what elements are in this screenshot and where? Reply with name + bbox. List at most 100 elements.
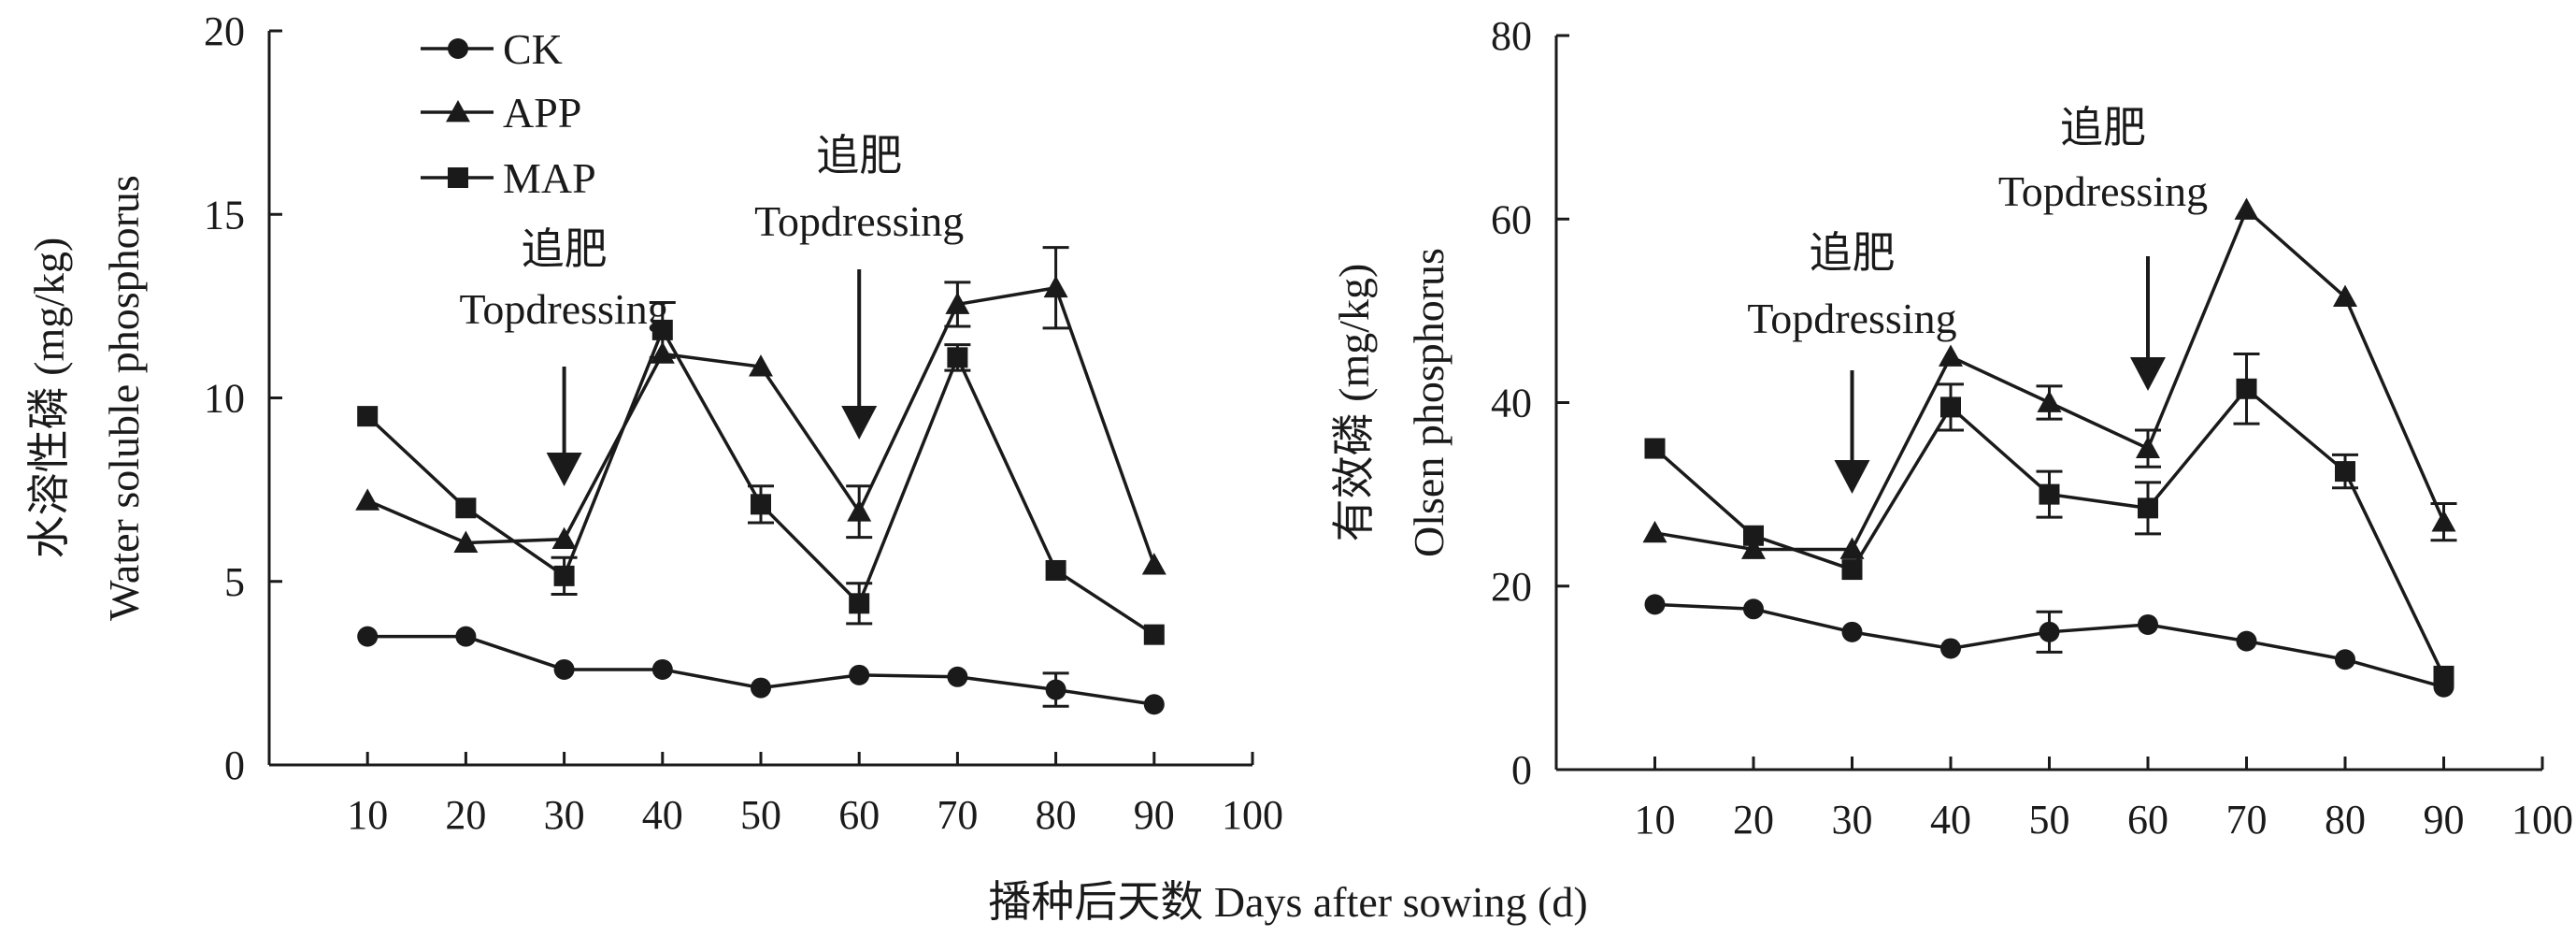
x-tick-label: 40 — [642, 792, 683, 838]
y-tick-label: 0 — [1511, 747, 1532, 793]
topdressing-arrow-head — [1834, 460, 1870, 494]
x-tick-label: 10 — [347, 792, 388, 838]
topdressing-arrow — [1834, 370, 1870, 494]
data-point-ck — [1743, 598, 1764, 620]
y-tick-label: 20 — [204, 8, 245, 54]
series-ck — [357, 626, 1165, 715]
data-point-app — [2234, 197, 2259, 220]
x-tick-label: 80 — [1036, 792, 1077, 838]
legend-label-map: MAP — [503, 154, 596, 202]
data-point-ck — [2138, 613, 2158, 635]
data-point-app — [1839, 537, 1865, 559]
data-point-map — [1743, 525, 1764, 546]
legend-label-ck: CK — [503, 25, 563, 73]
x-tick-label: 20 — [1733, 797, 1774, 843]
y-tick-label: 60 — [1491, 196, 1532, 242]
series-app — [1642, 197, 2457, 559]
x-tick-label: 70 — [2226, 797, 2268, 843]
x-tick-label: 90 — [2424, 797, 2465, 843]
data-point-ck — [1841, 621, 1863, 642]
data-point-app — [1642, 520, 1667, 543]
topdressing-annotation: 追肥 Topdressing — [754, 132, 964, 440]
data-point-ck — [1644, 594, 1666, 615]
data-point-map — [2335, 461, 2355, 483]
data-point-map — [357, 406, 379, 427]
chart-water-soluble-phosphorus: 0 5 10 15 20 10 20 30 40 50 60 70 80 90 100 水溶性磷 (mg/kg… — [25, 8, 1283, 838]
data-point-map — [1644, 438, 1666, 459]
x-tick-label: 100 — [1222, 792, 1283, 838]
data-point-map — [553, 565, 575, 586]
data-point-ck — [2236, 630, 2257, 652]
data-point-map — [651, 319, 673, 340]
x-tick-label: 50 — [2029, 797, 2070, 843]
annotation-label-en: Topdressing — [754, 197, 964, 245]
data-point-map — [849, 593, 870, 614]
x-tick-label: 50 — [740, 792, 781, 838]
y-tick-label: 10 — [204, 376, 245, 422]
data-point-map — [1940, 396, 1961, 418]
x-tick-label: 20 — [445, 792, 486, 838]
series-ck — [1644, 594, 2454, 698]
data-point-app — [453, 530, 479, 553]
x-tick-label: 60 — [2127, 797, 2168, 843]
data-point-ck — [553, 658, 575, 680]
data-point-ck — [1045, 679, 1066, 700]
data-point-app — [551, 526, 577, 550]
data-point-app — [2333, 284, 2357, 308]
topdressing-arrow-head — [546, 453, 582, 486]
series-map — [1644, 352, 2454, 686]
annotation-label-en: Topdressing — [1747, 295, 1956, 342]
y-axis-title-en: Water soluble phosphorus — [100, 175, 148, 621]
data-point-ck — [751, 677, 771, 699]
data-point-ck — [2039, 621, 2060, 642]
legend: CK APP MAP — [421, 25, 596, 202]
y-tick-label: 80 — [1491, 13, 1532, 59]
legend-marker-map — [448, 167, 468, 188]
topdressing-arrow — [2130, 256, 2166, 391]
data-point-ck — [2335, 649, 2355, 670]
data-point-app — [2431, 510, 2456, 532]
x-axis-title: 播种后天数 Days after sowing (d) — [988, 878, 1587, 926]
data-point-ck — [849, 664, 870, 685]
topdressing-annotation: 追肥 Topdressing — [459, 225, 669, 486]
series-app — [355, 246, 1166, 575]
data-point-map — [455, 497, 477, 519]
legend-marker-app — [446, 100, 470, 123]
topdressing-arrow — [841, 269, 878, 440]
data-point-map — [2236, 378, 2257, 399]
annotation-label-cn: 追肥 — [522, 225, 608, 273]
annotation-label-cn: 追肥 — [816, 132, 902, 180]
topdressing-arrow-head — [841, 406, 878, 440]
x-tick-label: 40 — [1930, 797, 1971, 843]
data-point-ck — [357, 626, 379, 647]
y-axis-title-cn: 有效磷 (mg/kg) — [1330, 264, 1378, 542]
data-point-ck — [1940, 638, 1961, 659]
annotation-label-cn: 追肥 — [1810, 229, 1896, 277]
legend-label-app: APP — [503, 89, 581, 137]
y-axis-title-cn: 水溶性磷 (mg/kg) — [25, 238, 73, 559]
y-tick-label: 20 — [1491, 564, 1532, 610]
data-point-app — [1141, 553, 1166, 575]
legend-marker-ck — [448, 38, 468, 59]
data-point-map — [2039, 483, 2060, 505]
topdressing-arrow-head — [2130, 357, 2166, 391]
data-point-app — [1939, 344, 1963, 367]
x-tick-label: 30 — [1832, 797, 1873, 843]
annotation-label-cn: 追肥 — [2060, 104, 2146, 151]
x-tick-label: 90 — [1134, 792, 1175, 838]
data-point-app — [847, 499, 872, 522]
y-tick-label: 40 — [1491, 381, 1532, 426]
annotation-label-en: Topdressing — [459, 285, 668, 333]
data-point-map — [751, 494, 771, 515]
data-point-map — [1841, 559, 1863, 581]
data-point-ck — [1143, 694, 1165, 715]
annotation-label-en: Topdressing — [1998, 167, 2208, 215]
data-point-app — [1043, 275, 1068, 298]
series-map — [357, 300, 1165, 645]
data-point-map — [2433, 665, 2454, 686]
x-tick-label: 10 — [1635, 797, 1676, 843]
data-point-app — [2136, 436, 2160, 458]
data-point-app — [1741, 537, 1766, 559]
topdressing-annotation: 追肥 Topdressing — [1998, 104, 2208, 391]
